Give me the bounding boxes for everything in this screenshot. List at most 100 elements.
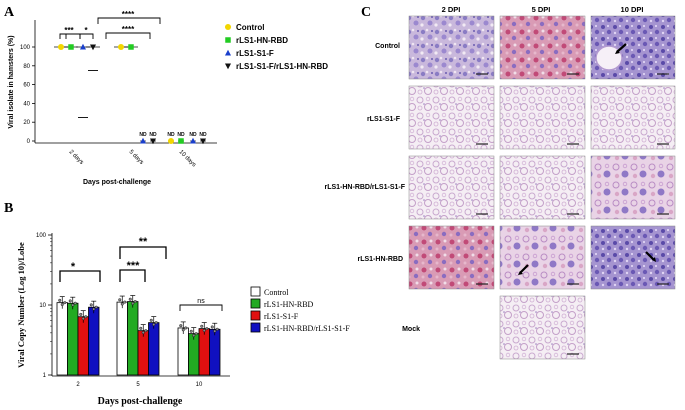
legend-label: rLS1-HN-RBD bbox=[236, 36, 288, 45]
data-point bbox=[123, 300, 127, 304]
panel-c-histology-grid: 2 DPI 5 DPI 10 DPI Control rLS1-S1-F rLS… bbox=[324, 5, 676, 360]
histology-image bbox=[590, 225, 676, 290]
nd-label: ND bbox=[189, 132, 197, 138]
arrow-icon bbox=[519, 264, 529, 274]
x-tick-label: 2 days bbox=[68, 149, 85, 166]
sig-label: *** bbox=[64, 26, 74, 35]
data-point bbox=[94, 305, 98, 309]
data-point bbox=[139, 137, 147, 144]
panel-b-chart: 1 10 100 2 5 10 * ** *** ns Viral Copy Numbe… bbox=[16, 233, 350, 407]
data-point bbox=[205, 327, 209, 331]
histology-image bbox=[408, 225, 495, 290]
histology-image bbox=[590, 155, 676, 220]
data-point bbox=[89, 303, 93, 307]
legend-label: rLS1-HN-RBD bbox=[264, 300, 314, 309]
nd-label: ND bbox=[149, 132, 157, 138]
row-label: rLS1-HN-RBD/rLS1-S1-F bbox=[324, 184, 405, 191]
nd-label: ND bbox=[177, 132, 185, 138]
sig-label: * bbox=[84, 26, 88, 35]
bar bbox=[209, 328, 221, 376]
bar bbox=[177, 327, 189, 376]
data-point bbox=[202, 328, 206, 332]
data-point bbox=[128, 297, 132, 301]
x-tick-label: 10 days bbox=[178, 149, 197, 168]
sig-label: **** bbox=[122, 10, 135, 19]
data-point bbox=[71, 303, 75, 307]
data-point bbox=[189, 137, 197, 144]
row-label: rLS1-HN-RBD bbox=[358, 256, 404, 263]
data-point bbox=[189, 329, 193, 333]
bar bbox=[127, 301, 139, 376]
legend-swatch bbox=[250, 286, 261, 297]
y-tick-label: 40 bbox=[23, 101, 30, 107]
bar bbox=[88, 306, 100, 376]
legend-label: rLS1-S1-F bbox=[236, 49, 274, 58]
data-point bbox=[141, 331, 145, 335]
histology-image bbox=[590, 85, 676, 150]
arrow-icon bbox=[645, 251, 655, 261]
data-point bbox=[179, 324, 183, 328]
data-point bbox=[184, 326, 188, 330]
bar bbox=[137, 330, 149, 376]
data-point bbox=[200, 324, 204, 328]
data-point bbox=[192, 334, 196, 338]
panel-a-y-axis-label: Viral isolate in hamsters (%) bbox=[8, 35, 15, 128]
sig-label: *** bbox=[127, 260, 141, 272]
legend-label: rLS1-S1-F/rLS1-HN-RBD bbox=[236, 62, 328, 71]
nd-label: ND bbox=[139, 132, 147, 138]
histology-image bbox=[499, 15, 586, 80]
histology-image bbox=[499, 295, 586, 360]
column-label: 5 DPI bbox=[532, 5, 551, 14]
data-point bbox=[144, 329, 148, 333]
histology-image bbox=[408, 155, 495, 220]
data-point bbox=[81, 317, 85, 321]
bar bbox=[188, 333, 200, 376]
bar bbox=[56, 302, 68, 376]
bar bbox=[116, 301, 128, 376]
y-tick-label: 1 bbox=[43, 373, 47, 379]
y-tick-label: 10 bbox=[39, 303, 46, 309]
y-tick-label: 80 bbox=[23, 64, 30, 70]
data-point bbox=[224, 49, 232, 56]
data-point bbox=[73, 301, 77, 305]
scale-bars bbox=[476, 73, 669, 355]
column-label: 2 DPI bbox=[442, 5, 461, 14]
data-point bbox=[152, 323, 156, 327]
x-tick-label: 10 bbox=[196, 382, 203, 388]
data-point bbox=[194, 332, 198, 336]
panel-b-y-axis-label: Viral Copy Number (Log 10)/Lobe bbox=[16, 242, 26, 368]
legend-swatch bbox=[250, 298, 261, 309]
legend-label: Control bbox=[236, 23, 264, 32]
data-point bbox=[167, 137, 175, 145]
data-point bbox=[92, 307, 96, 311]
y-tick-label: 0 bbox=[27, 139, 31, 145]
panel-c-label: C bbox=[361, 5, 371, 20]
sig-label: **** bbox=[122, 25, 135, 34]
arrow-icon bbox=[616, 43, 627, 53]
nd-label: ND bbox=[199, 132, 207, 138]
y-tick-label: 60 bbox=[23, 83, 30, 89]
data-point bbox=[199, 138, 207, 145]
data-point bbox=[89, 44, 97, 51]
panel-b-label: B bbox=[4, 201, 13, 216]
data-point bbox=[118, 298, 122, 302]
nd-label: ND bbox=[167, 132, 175, 138]
data-point bbox=[84, 315, 88, 319]
x-tick-label: 5 bbox=[136, 382, 140, 388]
data-point bbox=[68, 299, 72, 303]
data-point bbox=[139, 326, 143, 330]
data-point bbox=[178, 138, 184, 144]
data-point bbox=[215, 327, 219, 331]
data-point bbox=[210, 325, 214, 329]
data-point bbox=[224, 23, 232, 31]
panel-b-x-axis-label: Days post-challenge bbox=[98, 396, 183, 407]
bar bbox=[148, 322, 160, 376]
sig-label: ns bbox=[197, 298, 205, 305]
data-point bbox=[120, 302, 124, 306]
data-point bbox=[68, 44, 74, 50]
histology-image bbox=[499, 155, 586, 220]
panel-a-legend: Control rLS1-HN-RBD rLS1-S1-F rLS1-S1-F/rLS… bbox=[224, 23, 328, 71]
data-point bbox=[117, 43, 125, 51]
data-point bbox=[225, 37, 231, 43]
